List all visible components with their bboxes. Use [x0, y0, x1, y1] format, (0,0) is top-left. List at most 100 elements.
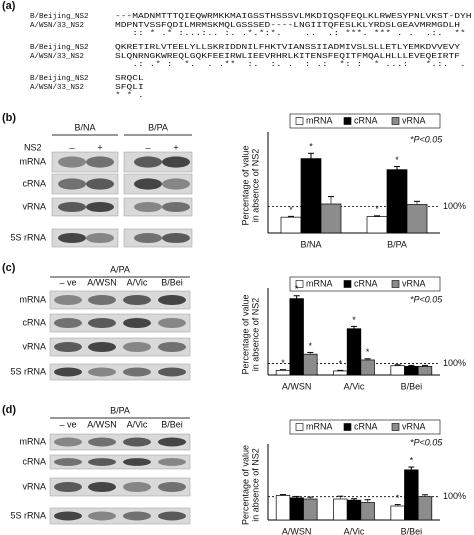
sequence-name: A/WSN/33_NS2: [30, 53, 84, 61]
reference-label: 100%: [443, 491, 466, 501]
bar: [303, 353, 318, 376]
band: [123, 317, 151, 329]
gel-strip: [49, 454, 191, 470]
band: [123, 437, 151, 447]
band: [88, 437, 116, 447]
band: [86, 156, 114, 168]
legend-box: [289, 419, 441, 435]
sequence-name: A/WSN/33_NS2: [30, 22, 84, 30]
row-label: cRNA: [22, 317, 46, 327]
sequence: MDPNTVSSFQDILMRMSKMQLGSSSED----LNGIITQFE…: [115, 22, 460, 30]
bar: [417, 365, 433, 376]
legend-swatch: [391, 280, 400, 288]
band: [123, 458, 151, 466]
band: [158, 511, 186, 521]
gel-strip: [49, 477, 191, 497]
band: [86, 201, 114, 213]
bar: [275, 370, 291, 376]
annotation: *P<0.05: [410, 294, 443, 304]
legend-box: [289, 276, 441, 292]
band: [134, 178, 162, 190]
bar: [366, 216, 388, 234]
significance-marker: *: [309, 341, 313, 351]
reference-label: 100%: [443, 358, 466, 368]
row-label: mRNA: [20, 294, 47, 304]
sequence: SFQLI: [115, 84, 144, 92]
panel-label: (b): [2, 112, 16, 124]
bar: [390, 365, 405, 376]
bar: [289, 298, 304, 376]
band: [58, 178, 86, 190]
band: [86, 232, 114, 244]
legend-swatch: [391, 117, 400, 125]
bar: [320, 203, 342, 234]
legend-label: vRNA: [402, 115, 426, 125]
group-label: B/PA: [110, 405, 130, 415]
band: [162, 178, 190, 190]
lane-label: +: [173, 142, 178, 152]
significance-marker: *: [352, 315, 356, 325]
legend-swatch: [343, 117, 352, 125]
gel-strip: [49, 507, 191, 525]
band: [158, 437, 186, 447]
band: [54, 458, 82, 466]
panel-label: (d): [2, 404, 16, 416]
lane-label: –: [69, 142, 74, 152]
bar: [404, 469, 419, 521]
bar: [289, 497, 304, 521]
group-label: B/NA: [74, 122, 95, 132]
band: [123, 294, 151, 306]
x-tick-label: B/NA: [300, 239, 321, 249]
sequence-name: B/Beijing_NS2: [30, 75, 89, 83]
gel-strip: [49, 337, 191, 357]
band: [88, 341, 116, 353]
x-tick-label: A/Vic: [344, 526, 365, 535]
row-label: 5S rRNA: [10, 366, 46, 376]
lane-label: B/Bei: [161, 419, 183, 429]
annotation: *P<0.05: [410, 134, 443, 144]
band: [58, 156, 86, 168]
band: [54, 367, 82, 377]
consensus: * * .: [115, 92, 144, 100]
band: [58, 201, 86, 213]
legend-swatch: [295, 117, 304, 125]
significance-marker: *: [395, 155, 399, 165]
band: [86, 178, 114, 190]
band: [88, 458, 116, 466]
significance-marker: *: [289, 205, 293, 215]
band: [162, 201, 190, 213]
consensus: :: * .* :...:.. :. .*.*:*. .. .: ***. **…: [115, 30, 466, 38]
legend-label: cRNA: [354, 115, 378, 125]
lane-label: +: [97, 142, 102, 152]
legend-label: cRNA: [354, 278, 378, 288]
band: [54, 341, 82, 353]
band: [134, 232, 162, 244]
sequence: SLQNRNGKWREQLGQKFEEIRWLIEEVRHRLKITENSFEQ…: [115, 53, 460, 61]
consensus: .: .* : *. . .** :. :. . : .: *: : * ...…: [115, 61, 466, 69]
bar: [417, 496, 433, 521]
legend-swatch: [391, 423, 400, 431]
significance-marker: *: [281, 358, 285, 368]
legend-swatch: [295, 423, 304, 431]
band: [88, 481, 116, 493]
y-axis-label: Percentage of value: [240, 145, 250, 225]
legend-swatch: [343, 423, 352, 431]
y-axis-label: in absence of NS2: [250, 448, 260, 522]
y-axis-label: in absence of NS2: [250, 298, 260, 372]
band: [123, 341, 151, 353]
x-tick-label: A/Vic: [344, 381, 365, 391]
group-label: B/PA: [148, 122, 168, 132]
row-label: mRNA: [20, 436, 47, 446]
bar: [280, 216, 302, 234]
legend-label: cRNA: [354, 421, 378, 431]
sequence: SRQCL: [115, 75, 144, 83]
lane-label: B/Bei: [161, 277, 183, 287]
band: [88, 367, 116, 377]
sequence: QKRETIRLVTEELYLLSKRIDDNILFHKTVIANSSIIADM…: [115, 44, 461, 52]
legend-label: mRNA: [306, 278, 333, 288]
lane-label: A/Vic: [127, 419, 148, 429]
sequence-name: A/WSN/33_NS2: [30, 84, 84, 92]
band: [54, 511, 82, 521]
band: [158, 294, 186, 306]
